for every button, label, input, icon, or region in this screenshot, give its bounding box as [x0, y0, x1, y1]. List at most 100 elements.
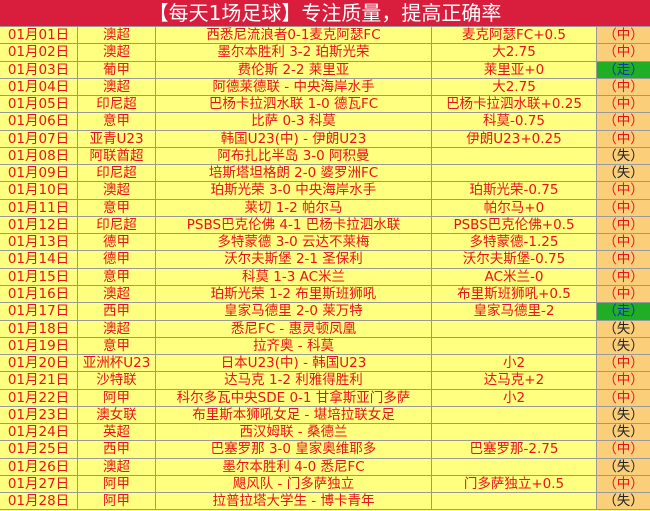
match-cell: 拉普拉塔大学生 - 博卡青年: [156, 493, 432, 511]
date-cell: 01月06日: [0, 113, 78, 131]
league-cell: 阿甲: [78, 475, 156, 494]
league-cell: 意甲: [78, 113, 156, 131]
tip-cell: [432, 165, 597, 183]
result-cell: （失）: [597, 337, 650, 356]
result-cell: （失）: [597, 406, 650, 425]
date-cell: 01月04日: [0, 78, 78, 97]
tip-cell: [432, 493, 597, 511]
tip-cell: [432, 458, 597, 476]
league-cell: 印尼超: [78, 165, 156, 183]
match-cell: 莱切 1-2 帕尔马: [156, 199, 432, 217]
match-cell: 布里斯本狮吼女足 - 堪培拉联女足: [156, 406, 432, 425]
league-cell: 澳超: [78, 44, 156, 62]
tip-cell: 科莫-0.75: [432, 113, 597, 131]
result-cell: （中）: [597, 372, 650, 390]
result-cell: （中）: [597, 389, 650, 407]
match-cell: 悉尼FC - 惠灵顿凤凰: [156, 320, 432, 338]
date-cell: 01月07日: [0, 130, 78, 148]
league-cell: 沙特联: [78, 372, 156, 390]
result-cell: （失）: [597, 320, 650, 338]
date-cell: 01月05日: [0, 96, 78, 114]
league-cell: 德甲: [78, 251, 156, 269]
result-cell: （失）: [597, 458, 650, 476]
league-cell: 澳女联: [78, 406, 156, 425]
date-cell: 01月10日: [0, 182, 78, 200]
date-cell: 01月12日: [0, 216, 78, 235]
tip-cell: 小2: [432, 389, 597, 407]
date-cell: 01月09日: [0, 165, 78, 183]
league-cell: 澳超: [78, 458, 156, 476]
date-cell: 01月08日: [0, 147, 78, 166]
date-cell: 01月02日: [0, 44, 78, 62]
tip-cell: [432, 147, 597, 166]
match-cell: 巴塞罗那 3-0 皇家奥维耶多: [156, 441, 432, 459]
league-cell: 澳超: [78, 320, 156, 338]
league-cell: 意甲: [78, 337, 156, 356]
match-cell: 科莫 1-3 AC米兰: [156, 268, 432, 286]
league-cell: 西甲: [78, 303, 156, 321]
league-cell: 澳超: [78, 182, 156, 200]
match-cell: 阿德莱德联 - 中央海岸水手: [156, 78, 432, 97]
tip-cell: 珀斯光荣-0.75: [432, 182, 597, 200]
tip-cell: 多特蒙德-1.25: [432, 234, 597, 252]
date-cell: 01月19日: [0, 337, 78, 356]
result-cell: （中）: [597, 44, 650, 62]
tip-cell: [432, 337, 597, 356]
page-title: 【每天1场足球】专注质量，提高正确率: [0, 0, 650, 27]
result-cell: （失）: [597, 165, 650, 183]
date-cell: 01月15日: [0, 268, 78, 286]
league-cell: 印尼超: [78, 96, 156, 114]
result-cell: （中）: [597, 182, 650, 200]
tip-cell: 帕尔马+0: [432, 199, 597, 217]
match-cell: 墨尔本胜利 3-2 珀斯光荣: [156, 44, 432, 62]
date-cell: 01月22日: [0, 389, 78, 407]
match-cell: 飓风队 - 门多萨独立: [156, 475, 432, 494]
tip-cell: 达马克+2: [432, 372, 597, 390]
result-cell: （中）: [597, 268, 650, 286]
result-cell: （中）: [597, 78, 650, 97]
date-cell: 01月18日: [0, 320, 78, 338]
date-cell: 01月28日: [0, 493, 78, 511]
match-cell: 拉齐奥 - 科莫: [156, 337, 432, 356]
date-cell: 01月20日: [0, 355, 78, 373]
result-cell: （中）: [597, 355, 650, 373]
match-cell: 培斯塔坦格朗 2-0 婆罗洲FC: [156, 165, 432, 183]
result-cell: （中）: [597, 130, 650, 148]
result-cell: （失）: [597, 147, 650, 166]
match-cell: 西汉姆联 - 桑德兰: [156, 424, 432, 442]
tip-cell: 皇家马德里-2: [432, 303, 597, 321]
date-cell: 01月24日: [0, 424, 78, 442]
league-cell: 意甲: [78, 199, 156, 217]
result-cell: （中）: [597, 251, 650, 269]
match-cell: 珀斯光荣 3-0 中央海岸水手: [156, 182, 432, 200]
date-cell: 01月17日: [0, 303, 78, 321]
result-cell: （中）: [597, 27, 650, 45]
date-cell: 01月26日: [0, 458, 78, 476]
tip-cell: [432, 320, 597, 338]
match-cell: 日本U23(中) - 韩国U23: [156, 355, 432, 373]
date-cell: 01月03日: [0, 61, 78, 79]
match-cell: 达马克 1-2 利雅得胜利: [156, 372, 432, 390]
match-cell: 沃尔夫斯堡 2-1 圣保利: [156, 251, 432, 269]
tip-cell: PSBS巴克伦佛+0.5: [432, 216, 597, 235]
date-cell: 01月23日: [0, 406, 78, 425]
tip-cell: [432, 424, 597, 442]
tip-cell: 门多萨独立+0.5: [432, 475, 597, 494]
match-cell: 科尔多瓦中央SDE 0-1 甘拿斯亚门多萨: [156, 389, 432, 407]
result-cell: （中）: [597, 234, 650, 252]
match-cell: 阿布扎比半岛 3-0 阿积曼: [156, 147, 432, 166]
league-cell: 阿甲: [78, 493, 156, 511]
match-cell: 墨尔本胜利 4-0 悉尼FC: [156, 458, 432, 476]
league-cell: 澳超: [78, 27, 156, 45]
league-cell: 印尼超: [78, 216, 156, 235]
date-cell: 01月25日: [0, 441, 78, 459]
league-cell: 澳超: [78, 285, 156, 304]
tip-cell: 巴杨卡拉泗水联+0.25: [432, 96, 597, 114]
date-cell: 01月27日: [0, 475, 78, 494]
results-table: 01月01日 澳超 西悉尼流浪者0-1麦克阿瑟FC 麦克阿瑟FC+0.5 （中） 01月0…: [0, 27, 650, 511]
league-cell: 亚青U23: [78, 130, 156, 148]
result-cell: （走）: [597, 61, 650, 79]
result-cell: （中）: [597, 285, 650, 304]
league-cell: 阿联酋超: [78, 147, 156, 166]
date-cell: 01月11日: [0, 199, 78, 217]
